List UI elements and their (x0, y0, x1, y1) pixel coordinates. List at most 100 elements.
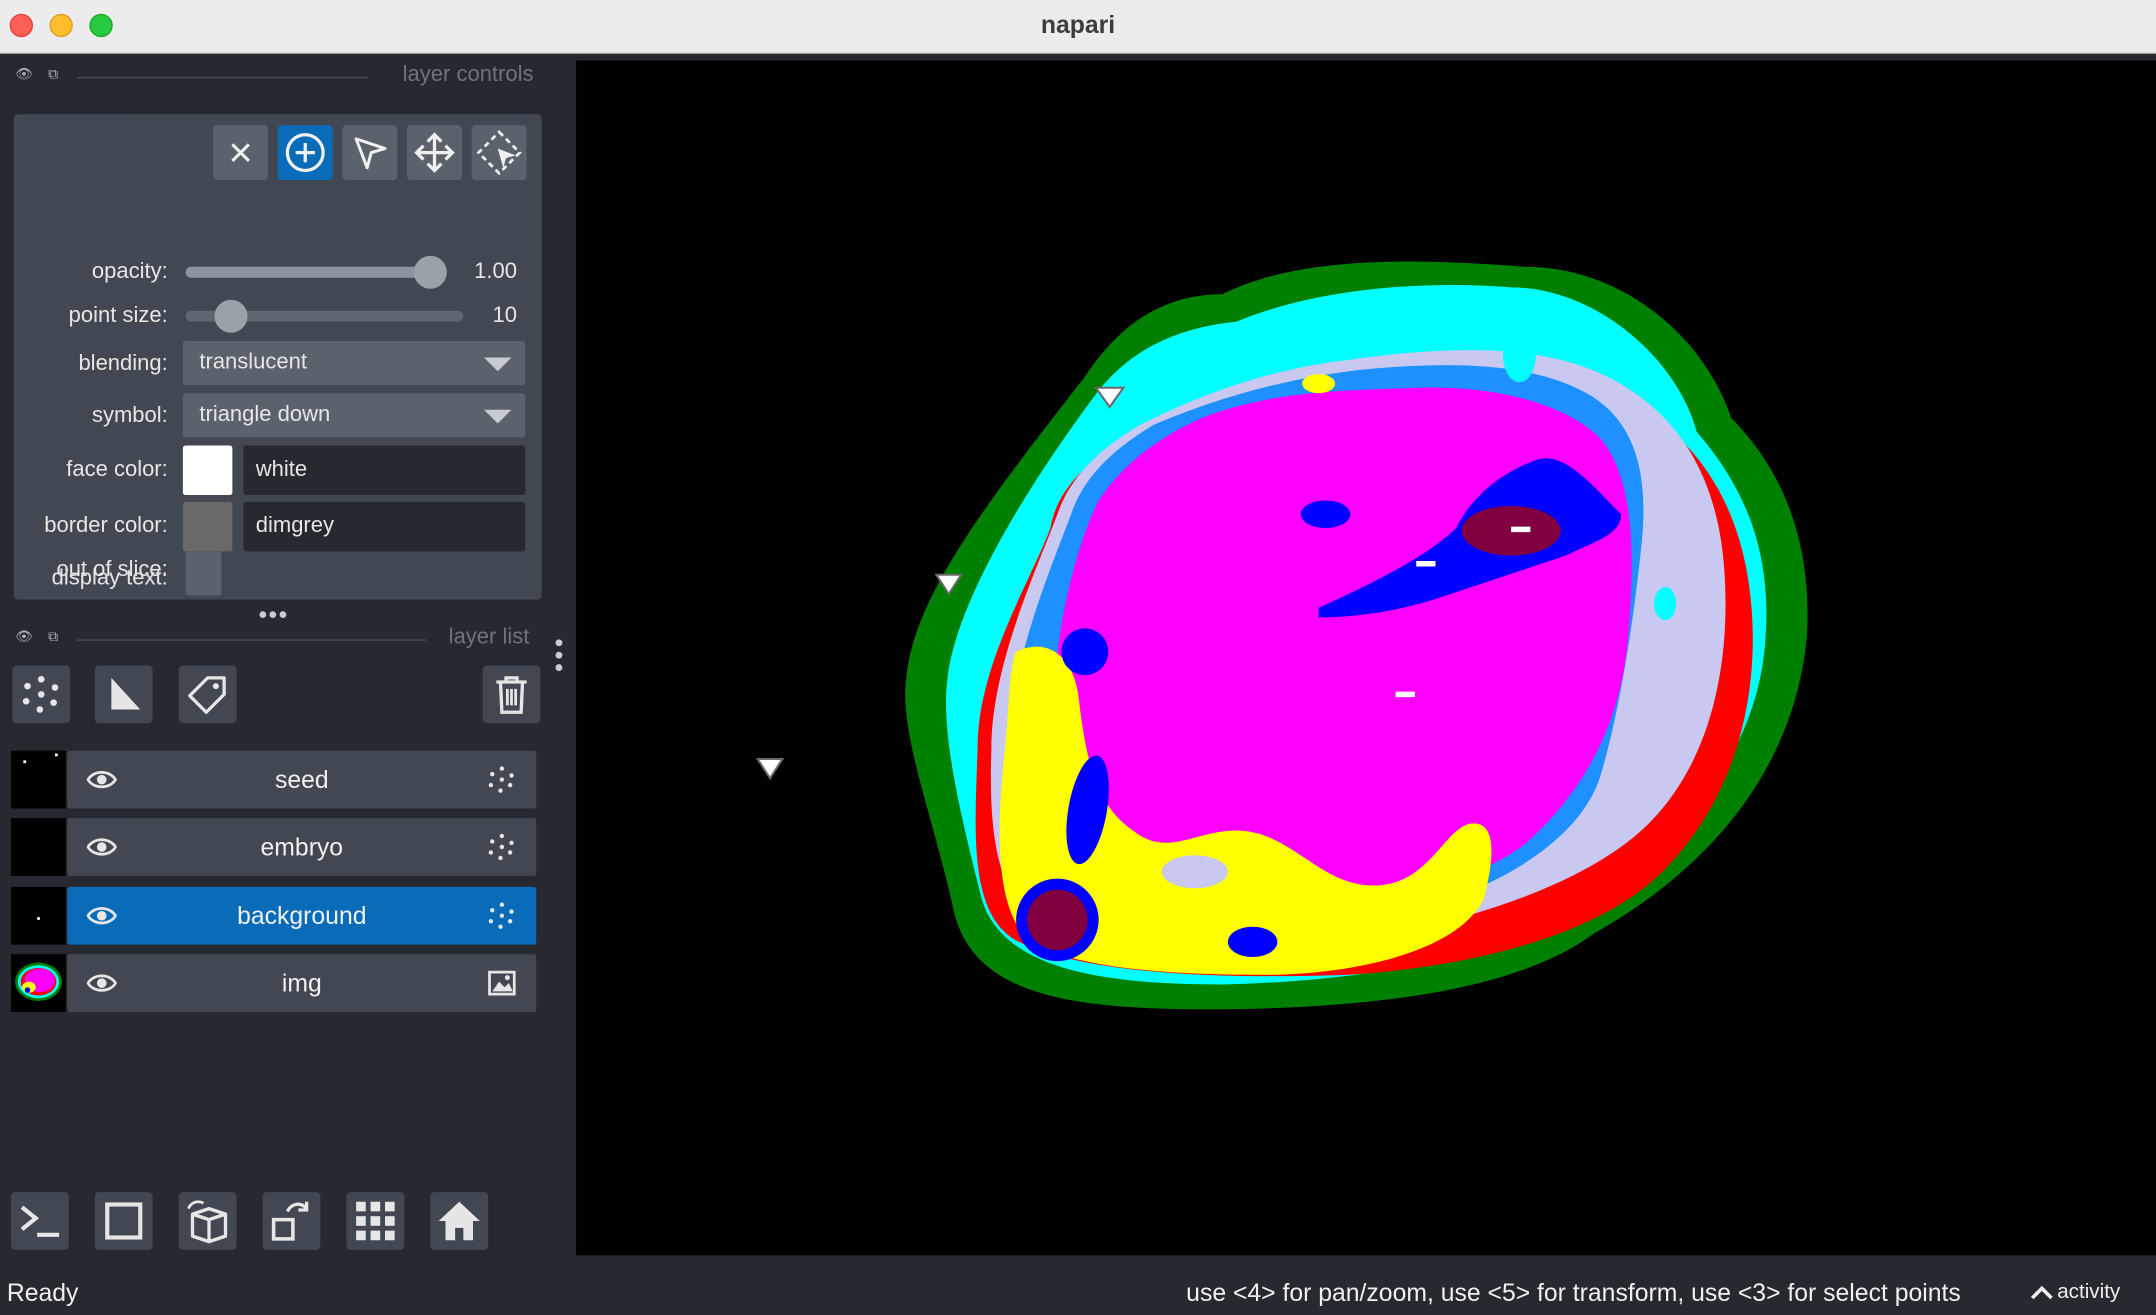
ndisplay-toggle-button[interactable] (94, 1192, 153, 1250)
image-icon (488, 970, 516, 996)
layer-thumbnail (11, 750, 66, 809)
panel-splitter-handle[interactable]: ••• (258, 600, 289, 629)
left-dock: 👁 ⧉ layer controls opacity: (0, 55, 575, 1256)
layer-list-title: layer list (448, 625, 530, 649)
minimize-window-button[interactable] (49, 13, 73, 38)
opacity-slider-fill (185, 266, 431, 278)
blending-label: blending: (78, 352, 168, 376)
layer-row-background[interactable]: background (11, 886, 537, 945)
layer-item[interactable]: seed (67, 750, 537, 809)
out-of-slice-label: out of slice: (56, 558, 168, 582)
image-thumbnail (15, 962, 62, 1001)
eye-icon[interactable] (86, 969, 117, 997)
grid-view-button[interactable] (346, 1192, 405, 1250)
layer-thumbnail (11, 954, 66, 1012)
out-of-slice-checkbox[interactable] (185, 551, 222, 588)
delete-layer-button[interactable] (482, 665, 541, 724)
visibility-toggle-icon[interactable]: 👁 (15, 629, 33, 645)
console-icon (20, 1205, 60, 1237)
point-size-slider[interactable] (185, 310, 464, 322)
eye-icon[interactable] (86, 833, 117, 861)
layer-name[interactable]: seed (274, 765, 329, 794)
point-size-slider-handle[interactable] (214, 299, 248, 333)
header-rule (77, 639, 427, 641)
home-view-button[interactable] (430, 1192, 489, 1250)
activity-label: activity (2057, 1280, 2121, 1304)
layer-thumbnail (11, 886, 66, 945)
header-rule (77, 77, 369, 79)
select-points-button[interactable] (342, 125, 398, 181)
new-points-layer-button[interactable] (12, 665, 71, 724)
opacity-slider-handle[interactable] (413, 255, 447, 289)
home-icon (438, 1201, 480, 1241)
activity-button[interactable]: activity (2030, 1280, 2121, 1304)
visibility-toggle-icon[interactable]: 👁 (15, 67, 33, 83)
layer-row-seed[interactable]: seed (11, 750, 537, 809)
roll-dims-icon (187, 1200, 228, 1244)
move-arrows-icon (414, 132, 455, 173)
face-color-input[interactable]: white (243, 445, 526, 495)
layer-list-header: 👁 ⧉ layer list (11, 626, 534, 654)
new-labels-layer-button[interactable] (178, 665, 237, 724)
status-bar: Ready use <4> for pan/zoom, use <5> for … (0, 1255, 2156, 1315)
opacity-value: 1.00 (474, 259, 517, 284)
dropdown-arrow-icon (484, 357, 512, 372)
roll-dims-button[interactable] (178, 1192, 237, 1250)
layer-name[interactable]: img (281, 969, 322, 997)
shapes-icon (111, 677, 141, 710)
border-color-input[interactable]: dimgrey (243, 501, 526, 552)
display-text-label: display text: (51, 566, 168, 590)
layer-name[interactable]: embryo (260, 833, 344, 861)
layer-item[interactable]: img (67, 954, 537, 1012)
blending-value: translucent (199, 350, 307, 374)
symbol-dropdown[interactable]: triangle down (182, 393, 526, 438)
new-shapes-layer-button[interactable] (94, 665, 153, 724)
face-color-label: face color: (66, 457, 168, 482)
point-marker[interactable] (934, 573, 964, 596)
face-color-swatch[interactable] (182, 445, 233, 495)
title-bar: napari (0, 0, 2156, 54)
pan-zoom-button[interactable] (407, 125, 462, 181)
transpose-icon (271, 1201, 309, 1241)
add-points-button[interactable] (277, 125, 333, 181)
layer-name[interactable]: background (237, 902, 367, 930)
border-color-swatch[interactable] (182, 501, 233, 552)
dock-resize-handle[interactable] (555, 639, 567, 676)
layer-item[interactable]: background (67, 886, 537, 945)
transpose-button[interactable] (262, 1192, 321, 1250)
trash-icon (496, 676, 527, 714)
2d-3d-toggle-icon (105, 1202, 143, 1240)
point-size-value: 10 (492, 303, 517, 328)
points-icon (488, 833, 514, 861)
viewer-canvas[interactable] (576, 60, 2156, 1256)
opacity-label: opacity: (91, 259, 168, 284)
maximize-window-button[interactable] (89, 13, 113, 38)
label-image (755, 261, 1808, 1010)
float-panel-icon[interactable]: ⧉ (48, 629, 58, 645)
close-icon (231, 143, 250, 162)
delete-selected-points-button[interactable] (213, 125, 269, 181)
layer-row-embryo[interactable]: embryo (11, 818, 537, 876)
layer-row-img[interactable]: img (11, 954, 537, 1012)
symbol-value: triangle down (199, 402, 331, 427)
add-circle-icon (285, 133, 325, 173)
eye-icon[interactable] (86, 766, 117, 794)
chevron-up-icon (2031, 1285, 2053, 1299)
point-marker[interactable] (1093, 386, 1126, 409)
blending-dropdown[interactable]: translucent (182, 341, 526, 385)
layer-item[interactable]: embryo (67, 818, 537, 876)
close-window-button[interactable] (9, 13, 33, 38)
transform-button[interactable] (471, 125, 527, 181)
float-panel-icon[interactable]: ⧉ (48, 67, 58, 83)
border-color-label: border color: (44, 514, 168, 538)
label-tag-icon (188, 676, 226, 714)
eye-icon[interactable] (86, 902, 117, 930)
points-icon (488, 902, 514, 929)
transform-select-icon (476, 130, 522, 176)
point-size-label: point size: (68, 303, 168, 328)
point-marker[interactable] (755, 757, 785, 781)
console-button[interactable] (11, 1192, 69, 1250)
status-hint: use <4> for pan/zoom, use <5> for transf… (1186, 1278, 1961, 1307)
layer-thumbnail (11, 818, 66, 876)
symbol-label: symbol: (91, 404, 168, 428)
